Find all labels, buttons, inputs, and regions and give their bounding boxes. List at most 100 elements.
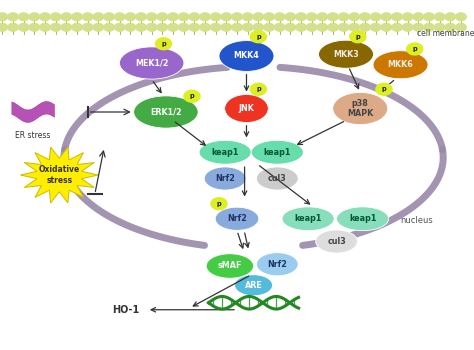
- Circle shape: [168, 23, 178, 31]
- Circle shape: [189, 13, 200, 21]
- Circle shape: [93, 13, 103, 21]
- Ellipse shape: [251, 140, 303, 164]
- Circle shape: [253, 13, 264, 21]
- Circle shape: [306, 13, 317, 21]
- Ellipse shape: [134, 96, 198, 128]
- Circle shape: [328, 13, 338, 21]
- Text: nucleus: nucleus: [401, 216, 433, 225]
- Circle shape: [264, 23, 274, 31]
- Circle shape: [285, 23, 296, 31]
- Circle shape: [61, 23, 72, 31]
- Circle shape: [0, 23, 8, 31]
- Circle shape: [104, 23, 114, 31]
- Text: MKK4: MKK4: [234, 51, 259, 61]
- Circle shape: [317, 13, 328, 21]
- Circle shape: [18, 13, 29, 21]
- Ellipse shape: [337, 207, 389, 231]
- Circle shape: [210, 13, 221, 21]
- Circle shape: [210, 23, 221, 31]
- Text: p: p: [412, 46, 417, 52]
- Circle shape: [184, 90, 200, 102]
- Polygon shape: [20, 147, 98, 203]
- Circle shape: [40, 23, 50, 31]
- Circle shape: [189, 23, 200, 31]
- Text: p: p: [382, 86, 386, 92]
- Circle shape: [125, 23, 136, 31]
- Circle shape: [296, 13, 306, 21]
- Text: Nrf2: Nrf2: [215, 174, 235, 183]
- Circle shape: [445, 23, 456, 31]
- Circle shape: [82, 23, 93, 31]
- PathPatch shape: [12, 102, 55, 122]
- Text: p: p: [356, 34, 360, 40]
- Circle shape: [125, 13, 136, 21]
- Circle shape: [155, 38, 172, 50]
- Circle shape: [50, 13, 61, 21]
- Circle shape: [211, 198, 227, 210]
- Circle shape: [338, 13, 349, 21]
- Ellipse shape: [316, 230, 357, 253]
- Circle shape: [178, 23, 189, 31]
- Circle shape: [381, 23, 392, 31]
- Circle shape: [136, 13, 146, 21]
- Circle shape: [8, 13, 18, 21]
- Ellipse shape: [206, 254, 254, 278]
- Circle shape: [360, 13, 370, 21]
- Text: p: p: [190, 93, 194, 99]
- Circle shape: [296, 23, 306, 31]
- Circle shape: [232, 23, 242, 31]
- Circle shape: [376, 83, 392, 95]
- Circle shape: [200, 23, 210, 31]
- Circle shape: [424, 13, 434, 21]
- Circle shape: [306, 23, 317, 31]
- Circle shape: [115, 23, 125, 31]
- Circle shape: [370, 23, 381, 31]
- Text: cell membrane: cell membrane: [417, 29, 474, 38]
- Text: Nrf2: Nrf2: [267, 260, 287, 269]
- Text: JNK: JNK: [238, 104, 255, 113]
- Circle shape: [360, 23, 370, 31]
- Circle shape: [392, 13, 402, 21]
- Ellipse shape: [235, 275, 273, 296]
- Circle shape: [0, 13, 8, 21]
- Circle shape: [18, 23, 29, 31]
- Circle shape: [253, 23, 264, 31]
- Circle shape: [370, 13, 381, 21]
- Ellipse shape: [256, 167, 298, 190]
- Ellipse shape: [333, 92, 388, 125]
- Circle shape: [349, 13, 359, 21]
- Text: p: p: [256, 86, 261, 92]
- Text: cul3: cul3: [268, 174, 287, 183]
- Text: Oxidative
stress: Oxidative stress: [38, 165, 80, 185]
- Circle shape: [29, 13, 40, 21]
- Circle shape: [157, 23, 168, 31]
- Circle shape: [178, 13, 189, 21]
- Ellipse shape: [225, 94, 268, 122]
- Circle shape: [136, 23, 146, 31]
- Circle shape: [381, 13, 392, 21]
- Circle shape: [413, 23, 423, 31]
- Circle shape: [402, 13, 413, 21]
- Circle shape: [104, 13, 114, 21]
- Circle shape: [82, 13, 93, 21]
- Text: MEK1/2: MEK1/2: [135, 58, 168, 68]
- Text: HO-1: HO-1: [112, 305, 139, 315]
- Circle shape: [40, 13, 50, 21]
- Circle shape: [242, 23, 253, 31]
- Circle shape: [328, 23, 338, 31]
- Text: p38
MAPK: p38 MAPK: [347, 99, 374, 118]
- Circle shape: [456, 23, 466, 31]
- Ellipse shape: [219, 41, 274, 71]
- Circle shape: [61, 13, 72, 21]
- Circle shape: [434, 23, 445, 31]
- Circle shape: [434, 13, 445, 21]
- Circle shape: [157, 13, 168, 21]
- Circle shape: [50, 23, 61, 31]
- Text: keap1: keap1: [211, 148, 239, 157]
- Circle shape: [445, 13, 456, 21]
- Circle shape: [264, 13, 274, 21]
- Circle shape: [349, 23, 359, 31]
- Text: Nrf2: Nrf2: [227, 214, 247, 223]
- Circle shape: [250, 31, 266, 43]
- Circle shape: [402, 23, 413, 31]
